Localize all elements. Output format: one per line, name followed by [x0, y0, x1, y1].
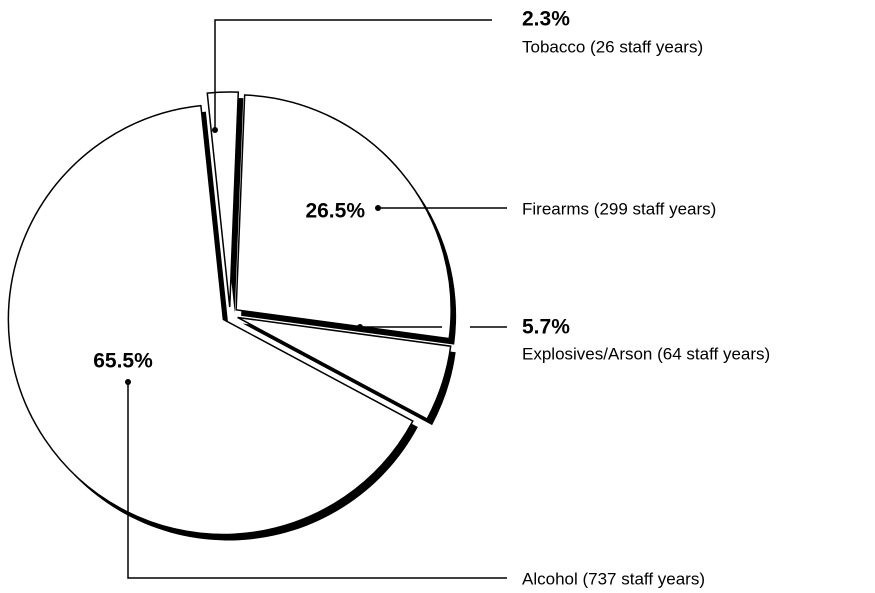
slice: [206, 91, 240, 308]
slice: [237, 316, 452, 421]
category-label: Firearms (299 staff years): [522, 199, 716, 218]
leader-dot: [375, 205, 381, 211]
category-label: Alcohol (737 staff years): [522, 569, 705, 588]
slice: [235, 94, 452, 340]
pie: [7, 91, 457, 541]
value-label: 65.5%: [93, 350, 153, 373]
leader-line: [127, 382, 507, 579]
leader-dot: [357, 324, 363, 330]
category-label: Tobacco (26 staff years): [522, 37, 703, 56]
leader-lines: [125, 19, 507, 579]
category-label: Explosives/Arson (64 staff years): [522, 344, 770, 363]
value-label: 2.3%: [522, 8, 570, 31]
leader-dot: [212, 127, 218, 133]
value-label: 26.5%: [305, 200, 365, 223]
value-label: 5.7%: [522, 316, 570, 339]
leader-line: [214, 19, 492, 130]
slice: [7, 104, 414, 536]
leader-dot: [125, 379, 131, 385]
